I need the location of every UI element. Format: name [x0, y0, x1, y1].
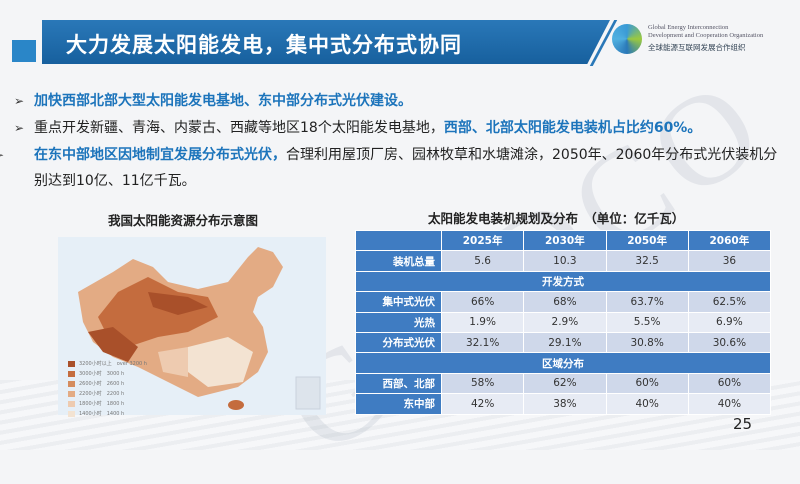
- table-row: 东中部 42% 38% 40% 40%: [355, 393, 772, 415]
- map-title: 我国太阳能资源分布示意图: [108, 213, 259, 228]
- legend-label: 2600小时 2600 h: [79, 381, 125, 387]
- legend-item: 2600小时 2600 h: [68, 379, 147, 389]
- legend-swatch: [68, 381, 75, 387]
- table-cell: 30.6%: [687, 331, 772, 354]
- organization-logo: Global Energy Interconnection Development…: [612, 22, 792, 62]
- column-header: 2060年: [687, 229, 772, 252]
- legend-label: 2200小时 2200 h: [79, 391, 125, 397]
- table-cell: 62%: [523, 372, 607, 395]
- legend-swatch: [68, 411, 75, 417]
- table-cell: 62.5%: [687, 291, 772, 313]
- row-label: 西部、北部: [355, 372, 442, 395]
- bullet-text: 重点开发新疆、青海、内蒙古、西藏等地区18个太阳能发电基地，: [34, 120, 444, 136]
- table-row: 开发方式: [355, 270, 771, 293]
- legend-item: 3200小时以上 over 3200 h: [68, 359, 147, 369]
- bullet-item: ➢ 加快西部北部大型太阳能发电基地、东中部分布式光伏建设。: [14, 88, 784, 114]
- table-cell: 66%: [440, 291, 525, 313]
- table-cell: 5.6: [440, 250, 525, 272]
- title-banner: 大力发展太阳能发电，集中式分布式协同: [42, 20, 610, 64]
- row-label: 光热: [355, 311, 442, 333]
- arrow-bullet-icon: ➢: [14, 121, 25, 135]
- table-row: 装机总量 5.6 10.3 32.5 36: [355, 250, 772, 272]
- legend-swatch: [68, 371, 75, 377]
- globe-logo-icon: [612, 24, 642, 54]
- bullet-text: 在东中部地区因地制宜发展分布式光伏，: [34, 147, 286, 163]
- table-row: 分布式光伏 32.1% 29.1% 30.8% 30.6%: [355, 331, 772, 354]
- legend-item: 3000小时 3000 h: [68, 369, 147, 379]
- table-cell: 10.3: [523, 250, 607, 272]
- table-row: 区域分布: [355, 352, 771, 374]
- column-header: 2030年: [523, 229, 607, 252]
- table-cell: 5.5%: [605, 311, 689, 333]
- table-row: 西部、北部 58% 62% 60% 60%: [355, 372, 772, 395]
- bullet-text: 西部、北部太阳能发电装机占比约60%。: [443, 120, 702, 136]
- section-header: 区域分布: [355, 352, 771, 374]
- table-cell: 60%: [605, 372, 689, 395]
- logo-cn: 全球能源互联网发展合作组织: [648, 43, 746, 52]
- bullet-item: ➢在东中部地区因地制宜发展分布式光伏，合理利用屋顶厂房、园林牧草和水塘滩涂，20…: [0, 142, 784, 194]
- table-cell: 63.7%: [605, 291, 689, 313]
- row-label: 装机总量: [355, 250, 442, 272]
- bullet-text: 加快西部北部大型太阳能发电基地、东中部分布式光伏建设。: [34, 93, 412, 109]
- page-number: 25: [733, 415, 753, 433]
- legend-swatch: [68, 401, 75, 407]
- legend-swatch: [68, 391, 75, 397]
- table-cell: 58%: [440, 372, 525, 395]
- legend-item: 2200小时 2200 h: [68, 389, 147, 399]
- arrow-bullet-icon: ➢: [0, 142, 34, 168]
- table-cell: 40%: [605, 393, 689, 415]
- legend-item: 1800小时 1800 h: [68, 399, 147, 409]
- table-cell: 32.5: [605, 250, 689, 272]
- table-cell: 68%: [523, 291, 607, 313]
- legend-swatch: [68, 361, 75, 367]
- row-label: 集中式光伏: [355, 291, 442, 313]
- row-label: 东中部: [355, 393, 442, 415]
- page-title: 大力发展太阳能发电，集中式分布式协同: [66, 33, 462, 57]
- legend-label: 3200小时以上 over 3200 h: [79, 361, 147, 367]
- table-title: 太阳能发电装机规划及分布 （单位：亿千瓦）: [428, 211, 685, 226]
- table-cell: 60%: [687, 372, 772, 395]
- section-header: 开发方式: [355, 270, 771, 293]
- column-header: 2050年: [605, 229, 689, 252]
- table-cell: 6.9%: [687, 311, 772, 333]
- bullet-item: ➢ 重点开发新疆、青海、内蒙古、西藏等地区18个太阳能发电基地，西部、北部太阳能发…: [14, 115, 784, 141]
- legend-label: 3000小时 3000 h: [79, 371, 125, 377]
- table-cell: 2.9%: [523, 311, 607, 333]
- arrow-bullet-icon: ➢: [14, 94, 25, 108]
- row-label: 分布式光伏: [355, 331, 442, 354]
- table-cell: 30.8%: [605, 331, 689, 354]
- table-cell: 38%: [523, 393, 607, 415]
- table-cell: 40%: [687, 393, 772, 415]
- table-cell: 42%: [440, 393, 525, 415]
- table-row: 集中式光伏 66% 68% 63.7% 62.5%: [355, 291, 772, 313]
- bullet-text: 合理利用屋顶厂房、园林牧草和水塘滩涂，2050年、2060年分布式光伏装机分别达…: [34, 147, 778, 189]
- solar-resource-map: 3200小时以上 over 3200 h 3000小时 3000 h 2600小时 …: [58, 237, 326, 417]
- legend-label: 1800小时 1800 h: [79, 401, 125, 407]
- title-accent-square: [12, 40, 36, 62]
- legend-label: 1400小时 1400 h: [79, 411, 125, 417]
- column-header: 2025年: [440, 229, 525, 252]
- table-cell: 29.1%: [523, 331, 607, 354]
- table-cell: 36: [687, 250, 772, 272]
- logo-en-line1: Global Energy Interconnection: [648, 24, 729, 31]
- solar-capacity-table: 2025年 2030年 2050年 2060年 装机总量 5.6 10.3 32.5 36 开发方…: [355, 229, 772, 415]
- table-row: 光热 1.9% 2.9% 5.5% 6.9%: [355, 311, 772, 333]
- column-header: [355, 229, 442, 252]
- logo-en-line2: Development and Cooperation Organization: [648, 32, 764, 39]
- table-cell: 32.1%: [440, 331, 525, 354]
- legend-item: 1400小时 1400 h: [68, 409, 147, 419]
- table-cell: 1.9%: [440, 311, 525, 333]
- map-legend: 3200小时以上 over 3200 h 3000小时 3000 h 2600小时 …: [68, 359, 147, 419]
